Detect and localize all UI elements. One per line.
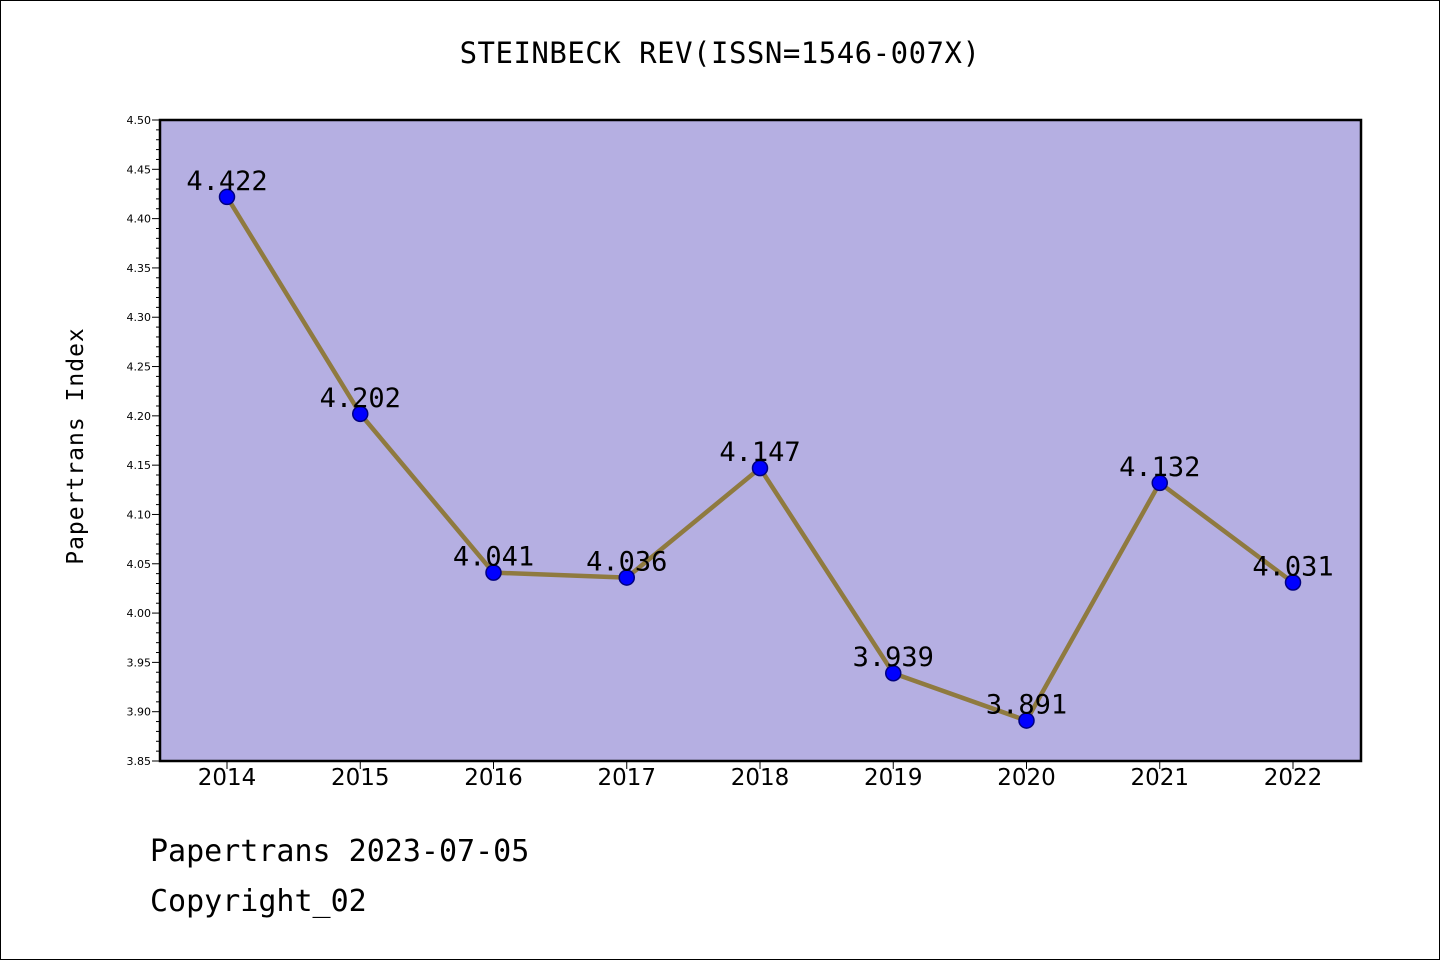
y-tick-label: 4.10 <box>127 508 152 521</box>
data-labels: 4.422 4.202 4.041 4.036 4.147 3.939 3.891 4.132… <box>186 166 1333 721</box>
data-label: 4.202 <box>320 383 401 414</box>
data-points <box>218 188 1302 729</box>
y-tick-label: 4.50 <box>127 114 152 127</box>
chart-title: STEINBECK REV(ISSN=1546-007X) <box>459 36 981 70</box>
y-tick-label: 4.15 <box>127 459 152 472</box>
data-label: 4.041 <box>453 542 534 573</box>
y-tick-label: 3.90 <box>127 706 152 719</box>
data-point <box>885 664 902 682</box>
footer-date: Papertrans 2023-07-05 <box>150 834 530 869</box>
y-tick-label: 4.05 <box>127 558 152 571</box>
data-label: 3.891 <box>986 690 1067 721</box>
footer-copyright: Copyright_02 <box>150 884 367 919</box>
x-tick-label: 2016 <box>464 765 523 791</box>
y-axis: 3.85 3.90 3.95 4.00 4.05 4.10 4.15 4.20 4.25 4.30… <box>127 114 160 768</box>
data-label: 4.147 <box>719 437 800 468</box>
y-tick-label: 4.30 <box>127 311 152 324</box>
data-point <box>1284 574 1302 591</box>
x-tick-label: 2021 <box>1130 765 1189 791</box>
data-point <box>352 405 369 423</box>
x-tick-label: 2017 <box>597 765 656 791</box>
plot-area <box>160 120 1361 761</box>
x-tick-label: 2018 <box>731 765 790 791</box>
y-tick-label: 4.40 <box>127 213 152 226</box>
y-tick-label: 3.95 <box>127 656 152 669</box>
data-point <box>618 569 635 586</box>
x-tick-label: 2022 <box>1264 765 1323 791</box>
data-label: 3.939 <box>853 642 934 673</box>
data-label: 4.422 <box>186 166 267 197</box>
y-tick-label: 4.25 <box>127 361 152 374</box>
data-point <box>1018 712 1035 729</box>
data-label: 4.031 <box>1252 552 1333 583</box>
data-point <box>751 459 769 477</box>
y-tick-label: 4.35 <box>127 262 152 275</box>
x-axis: 2014 2015 2016 2017 2018 2019 2020 2021 2022 <box>198 761 1323 791</box>
data-label: 4.132 <box>1119 452 1200 483</box>
x-tick-label: 2020 <box>997 765 1056 791</box>
y-tick-label: 4.45 <box>127 163 152 176</box>
y-tick-label: 4.00 <box>127 607 152 620</box>
y-tick-label: 4.20 <box>127 410 152 423</box>
data-point <box>1151 474 1168 492</box>
x-tick-label: 2014 <box>198 765 257 791</box>
data-point <box>218 188 236 206</box>
data-point <box>485 564 502 581</box>
plot-border <box>158 118 1363 763</box>
data-label: 4.036 <box>586 547 667 578</box>
x-tick-label: 2015 <box>331 765 390 791</box>
y-tick-label: 3.85 <box>127 755 152 768</box>
x-tick-label: 2019 <box>864 765 923 791</box>
